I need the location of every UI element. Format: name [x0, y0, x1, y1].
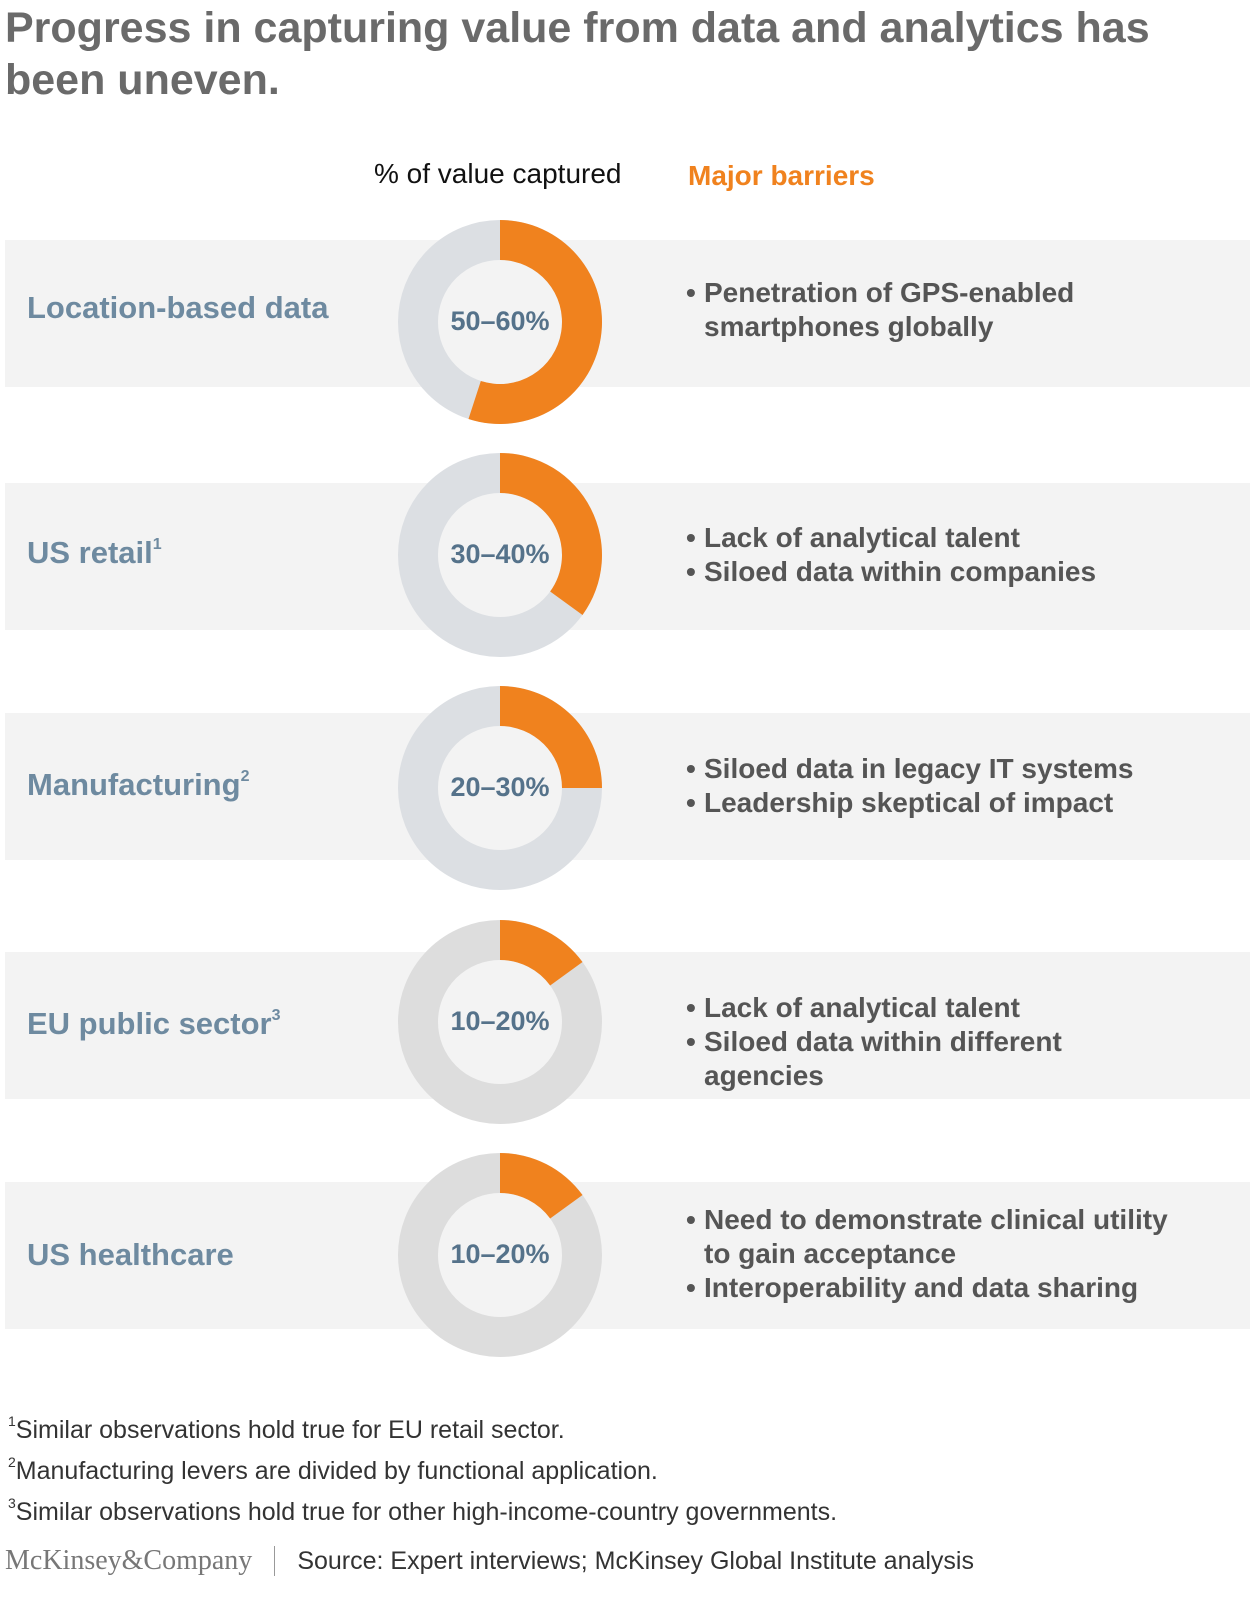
barrier-list: Lack of analytical talentSiloed data wit… — [686, 991, 1186, 1093]
footnotes: 1Similar observations hold true for EU r… — [8, 1405, 837, 1528]
barrier-item: Lack of analytical talent — [686, 521, 1186, 555]
value-column-header: % of value captured — [374, 158, 622, 189]
value-range-label: 20–30% — [450, 772, 550, 802]
footnote-marker: 3 — [271, 1007, 281, 1024]
donut-chart — [398, 686, 602, 890]
barrier-list: Siloed data in legacy IT systemsLeadersh… — [686, 752, 1186, 820]
row-label: Location-based data — [27, 290, 329, 325]
donut-chart — [398, 920, 602, 1124]
barrier-item: Interoperability and data sharing — [686, 1271, 1186, 1305]
row-label: US retail1 — [27, 535, 162, 570]
barrier-item: Siloed data within different agencies — [686, 1025, 1186, 1093]
donut-captured-segment — [468, 220, 602, 424]
donut-captured-segment — [500, 1153, 583, 1219]
footnote-3: 3Similar observations hold true for othe… — [8, 1495, 838, 1526]
donut-captured-segment — [500, 453, 602, 615]
row-label: EU public sector3 — [27, 1006, 281, 1041]
donut-captured-segment — [500, 920, 583, 986]
chart-title: Progress in capturing value from data an… — [5, 4, 1150, 104]
value-range-label: 10–20% — [450, 1006, 550, 1036]
footnote-marker: 2 — [240, 768, 250, 785]
barrier-item: Leadership skeptical of impact — [686, 786, 1186, 820]
donut-captured-segment — [500, 686, 602, 788]
barrier-item: Lack of analytical talent — [686, 991, 1186, 1025]
donut-chart — [398, 1153, 602, 1357]
barrier-list: Penetration of GPS-enabled smartphones g… — [686, 276, 1186, 344]
value-range-label: 10–20% — [450, 1239, 550, 1269]
value-range-label: 30–40% — [450, 539, 550, 569]
barrier-item: Siloed data in legacy IT systems — [686, 752, 1186, 786]
barrier-list: Need to demonstrate clinical utility to … — [686, 1203, 1186, 1305]
source-note: Source: Expert interviews; McKinsey Glob… — [297, 1546, 974, 1575]
footer: McKinsey&Company Source: Expert intervie… — [5, 1545, 974, 1577]
footnote-2: 2Manufacturing levers are divided by fun… — [8, 1454, 658, 1485]
barrier-item: Need to demonstrate clinical utility to … — [686, 1203, 1186, 1271]
footnote-marker: 1 — [152, 536, 162, 553]
donut-chart — [398, 453, 602, 657]
barrier-item: Penetration of GPS-enabled smartphones g… — [686, 276, 1186, 344]
footer-divider — [274, 1546, 276, 1576]
row-label: US healthcare — [27, 1237, 234, 1272]
mckinsey-logo: McKinsey&Company — [5, 1545, 253, 1576]
barrier-item: Siloed data within companies — [686, 555, 1186, 589]
footnote-1: 1Similar observations hold true for EU r… — [8, 1413, 565, 1444]
barriers-column-header: Major barriers — [688, 160, 875, 191]
barrier-list: Lack of analytical talentSiloed data wit… — [686, 521, 1186, 589]
value-range-label: 50–60% — [450, 306, 550, 336]
row-label: Manufacturing2 — [27, 767, 250, 802]
donut-chart — [398, 220, 602, 424]
